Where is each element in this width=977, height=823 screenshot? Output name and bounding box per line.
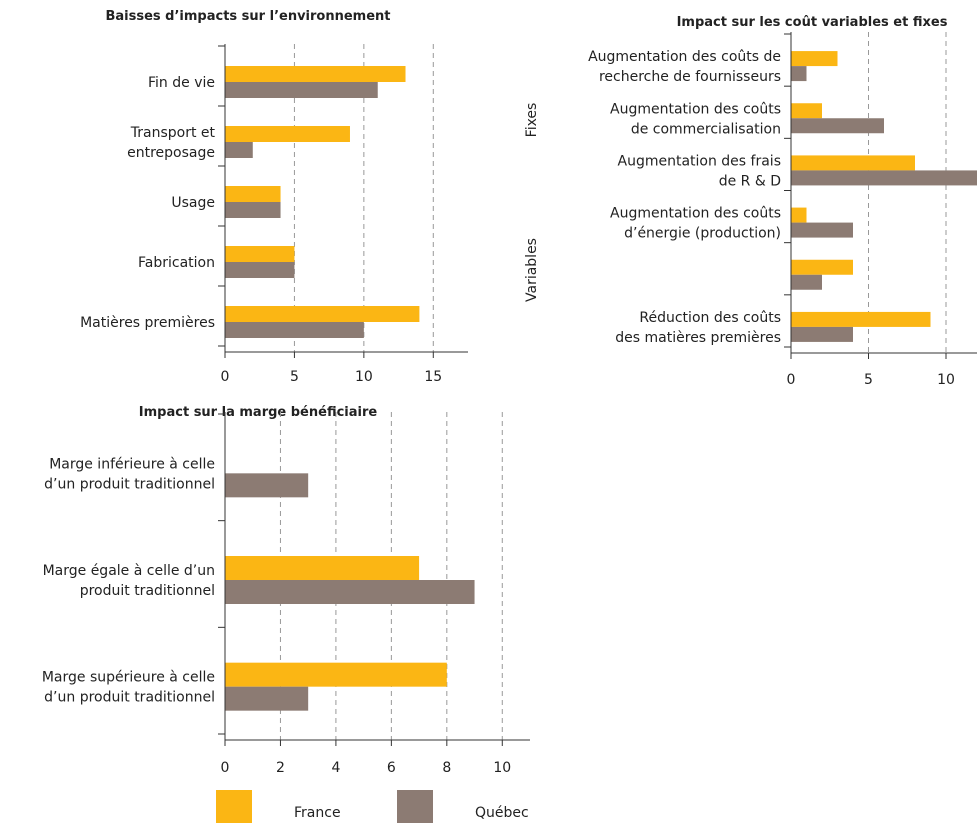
chart-title: Impact sur la marge bénéficiaire (139, 405, 378, 420)
bar (225, 202, 281, 218)
bar (791, 259, 853, 275)
bar (225, 66, 406, 82)
bar (225, 186, 281, 202)
bar (225, 262, 295, 278)
legend-label: Québec (475, 805, 529, 821)
legend-swatch (216, 790, 252, 823)
y-tick-label: Augmentation des coûts d’énergie (product… (610, 206, 781, 242)
chart-title: Impact sur les coût variables et fixes (677, 15, 948, 30)
bar (225, 246, 295, 262)
x-tick-label: 10 (493, 760, 511, 776)
x-tick-label: 5 (864, 372, 873, 388)
x-tick-label: 8 (442, 760, 451, 776)
y-tick-label: Matières premières (80, 315, 215, 331)
y-tick-label: Transport et entreposage (127, 125, 215, 161)
y-tick-label: Marge supérieure à celle d’un produit tra… (42, 670, 215, 706)
x-tick-label: 10 (355, 369, 373, 385)
chart-title: Baisses d’impacts sur l’environnement (105, 9, 390, 24)
bar (225, 556, 420, 580)
y-tick-label: Marge inférieure à celle d’un produit tra… (44, 456, 215, 492)
bar (791, 118, 884, 134)
x-tick-label: 0 (787, 372, 796, 388)
bar (225, 580, 475, 604)
bar (225, 322, 364, 338)
bar (225, 142, 253, 158)
legend-label: France (294, 805, 341, 821)
x-tick-label: 10 (937, 372, 955, 388)
bar (791, 222, 853, 238)
x-tick-label: 5 (290, 369, 299, 385)
bar (791, 274, 822, 290)
group-label: Fixes (524, 103, 540, 138)
x-tick-label: 4 (331, 760, 340, 776)
x-tick-label: 0 (221, 760, 230, 776)
x-tick-label: 15 (424, 369, 442, 385)
bar (225, 306, 420, 322)
bar (225, 473, 309, 498)
y-tick-label: Augmentation des coûts de commercialisati… (610, 101, 781, 137)
y-tick-label: Augmentation des frais de R & D (618, 153, 782, 189)
bar (791, 326, 853, 342)
bar (225, 662, 447, 687)
x-tick-label: 6 (387, 760, 396, 776)
y-tick-label: Fabrication (138, 255, 215, 271)
bar (791, 51, 838, 67)
bar (791, 66, 807, 82)
y-tick-label: Fin de vie (148, 75, 215, 91)
y-tick-label: Augmentation des coûts de recherche de fo… (588, 49, 781, 85)
group-label: Variables (524, 238, 540, 302)
y-tick-label: Usage (171, 195, 215, 211)
bar (791, 311, 931, 327)
y-tick-label: Marge égale à celle d’un produit traditio… (43, 563, 215, 599)
y-tick-label: Réduction des coûts des matières première… (615, 310, 781, 346)
x-tick-label: 0 (221, 369, 230, 385)
bar (791, 155, 915, 171)
bar (791, 170, 977, 186)
bar (225, 126, 350, 142)
x-tick-label: 2 (276, 760, 285, 776)
bar (225, 82, 378, 98)
bar (791, 103, 822, 119)
bar (225, 686, 309, 711)
legend-swatch (397, 790, 433, 823)
bar (791, 207, 807, 223)
